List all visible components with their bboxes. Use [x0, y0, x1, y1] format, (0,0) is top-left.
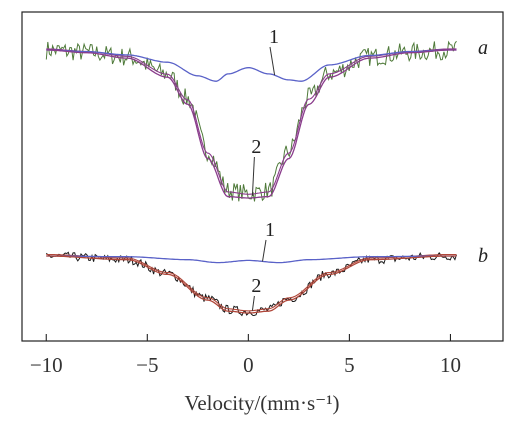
x-tick-label: −10 — [30, 353, 63, 377]
leader-line-1-b — [262, 239, 267, 262]
subspectrum-1-b — [46, 255, 457, 264]
panel-label-b: b — [478, 245, 488, 267]
x-tick-label: −5 — [136, 353, 158, 377]
panel-label-a: a — [478, 37, 488, 59]
component-label-1-a: 1 — [269, 26, 279, 48]
x-tick-label: 0 — [243, 353, 254, 377]
leader-line-1-a — [269, 46, 276, 76]
fit-envelope-b — [46, 253, 457, 312]
x-tick-label: 5 — [344, 353, 355, 377]
subspectrum-1-a — [46, 49, 457, 82]
fit-envelope-a — [46, 48, 457, 195]
component-label-2-a: 2 — [251, 136, 261, 158]
leader-line-2-a — [251, 156, 255, 196]
plot-frame — [21, 11, 504, 342]
x-tick-label: 10 — [440, 353, 461, 377]
subspectrum-2-b — [46, 255, 457, 314]
x-axis-label: Velocity/(mm·s⁻¹) — [184, 391, 339, 415]
curves-layer — [45, 40, 457, 317]
component-label-1-b: 1 — [265, 219, 275, 241]
annotations-layer: 1 2 a 1 2 b — [251, 26, 488, 311]
x-axis: −10 −5 0 5 10 — [30, 334, 461, 377]
component-label-2-b: 2 — [251, 275, 261, 297]
subspectrum-2-a — [46, 49, 457, 199]
leader-line-2-b — [251, 295, 255, 311]
measured-spectrum-a — [45, 40, 457, 202]
